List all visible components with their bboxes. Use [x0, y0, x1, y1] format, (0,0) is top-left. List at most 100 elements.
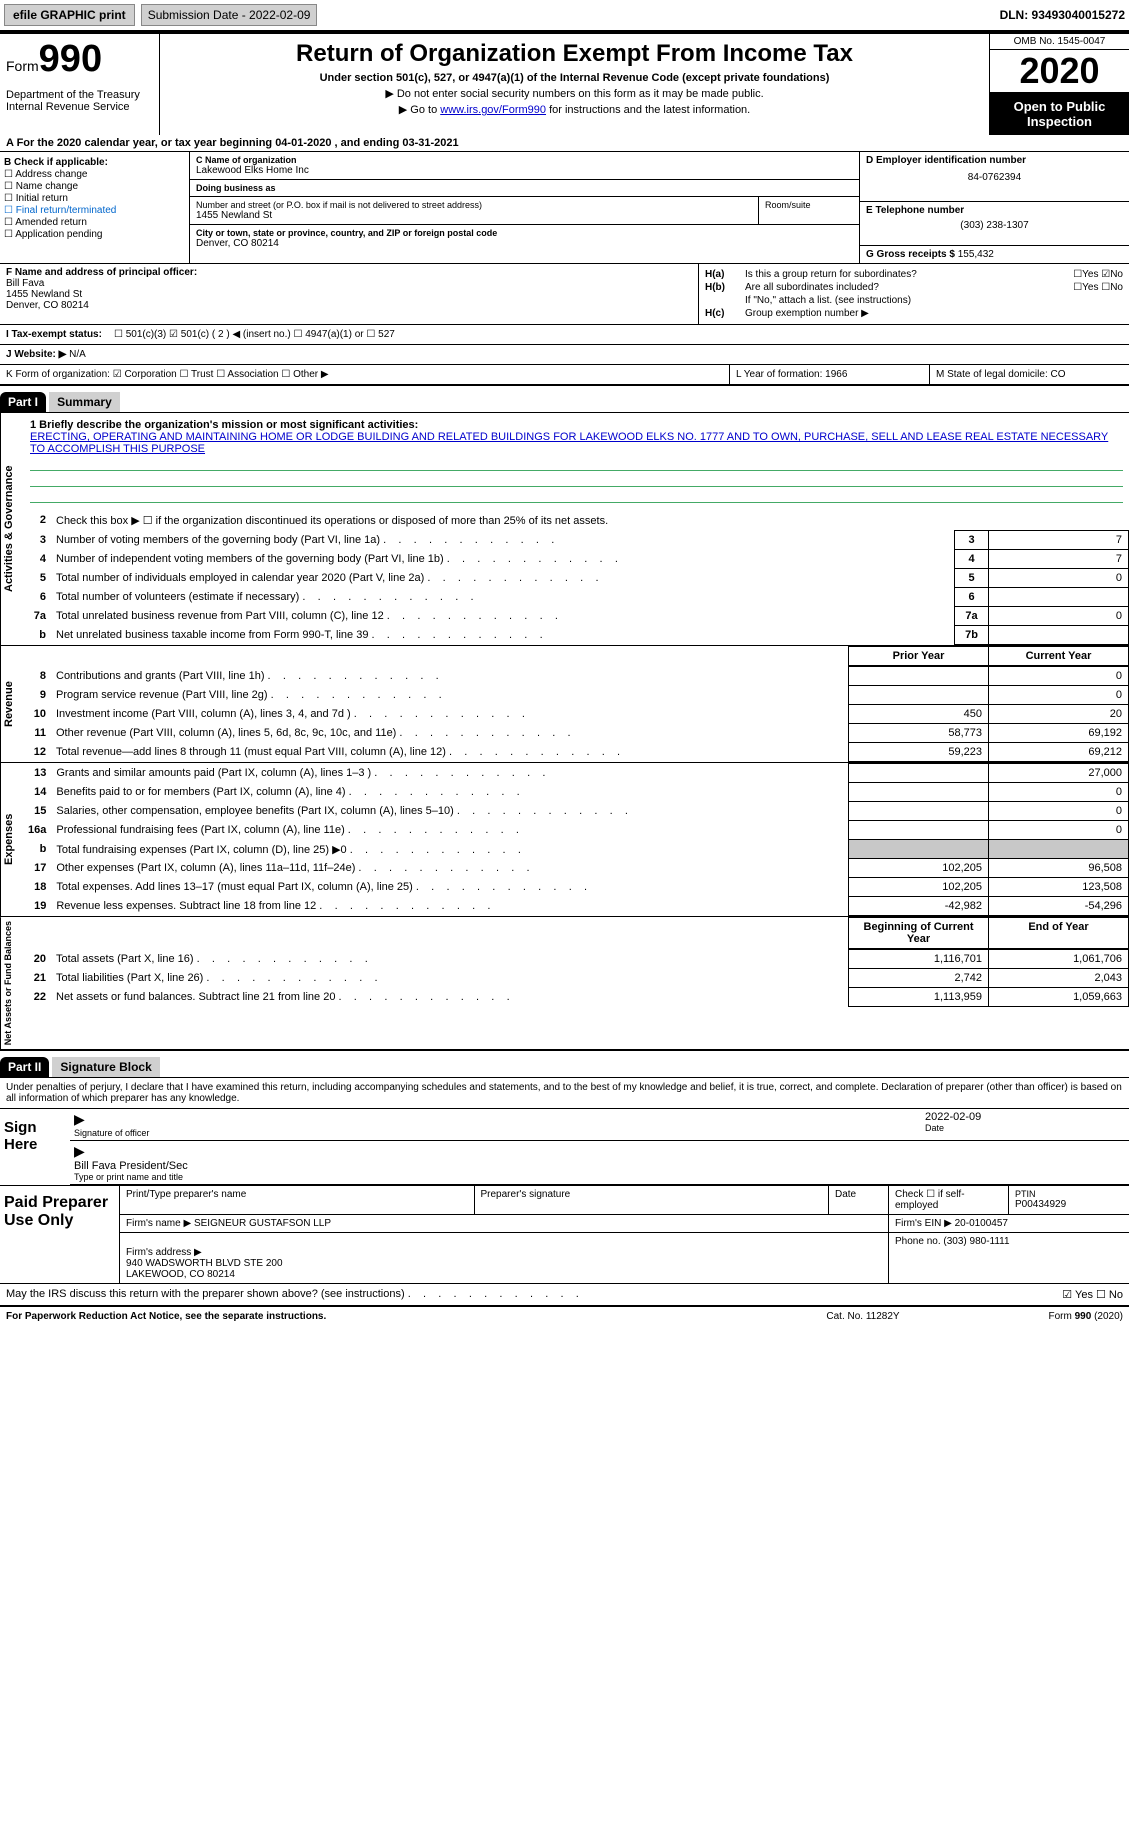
part2-header: Part II [0, 1057, 49, 1077]
line11-desc: Other revenue (Part VIII, column (A), li… [52, 724, 849, 743]
preparer-name-label: Print/Type preparer's name [120, 1186, 475, 1214]
line9-desc: Program service revenue (Part VIII, line… [52, 686, 849, 705]
part1-header: Part I [0, 392, 46, 412]
efile-print-button[interactable]: efile GRAPHIC print [4, 4, 135, 26]
lineb-box: 7b [955, 626, 989, 645]
line16a-current: 0 [989, 821, 1129, 840]
line17-prior: 102,205 [849, 859, 989, 878]
lineb-value [989, 626, 1129, 645]
city-label: City or town, state or province, country… [196, 228, 853, 238]
line12-desc: Total revenue—add lines 8 through 11 (mu… [52, 743, 849, 762]
line20-prior: 1,116,701 [849, 950, 989, 969]
chk-pending[interactable]: Application pending [4, 229, 185, 240]
line16a-desc: Professional fundraising fees (Part IX, … [52, 821, 848, 840]
line14-desc: Benefits paid to or for members (Part IX… [52, 783, 848, 802]
line3-value: 7 [989, 531, 1129, 550]
tax-exempt-options[interactable]: ☐ 501(c)(3) ☑ 501(c) ( 2 ) ◀ (insert no.… [114, 329, 395, 340]
chk-name-change[interactable]: Name change [4, 181, 185, 192]
line14-current: 0 [989, 783, 1129, 802]
lineb-desc: Net unrelated business taxable income fr… [52, 626, 955, 645]
line13-desc: Grants and similar amounts paid (Part IX… [52, 764, 848, 783]
pra-notice: For Paperwork Reduction Act Notice, see … [6, 1311, 763, 1322]
form-subtitle: Under section 501(c), 527, or 4947(a)(1)… [166, 72, 983, 84]
part1-title: Summary [49, 392, 120, 412]
chk-initial-return[interactable]: Initial return [4, 193, 185, 204]
ha-text: Is this a group return for subordinates? [745, 269, 1073, 280]
form-title: Return of Organization Exempt From Incom… [166, 40, 983, 68]
street-address: 1455 Newland St [196, 210, 752, 221]
line5-value: 0 [989, 569, 1129, 588]
ptin: P00434929 [1015, 1199, 1123, 1210]
hb-note: If "No," attach a list. (see instruction… [705, 295, 1123, 306]
discuss-yesno[interactable]: ☑ Yes ☐ No [1062, 1288, 1123, 1301]
hb-yesno[interactable]: ☐Yes ☐No [1073, 282, 1123, 293]
firm-addr: 940 WADSWORTH BLVD STE 200 LAKEWOOD, CO … [126, 1258, 283, 1280]
chk-address-change[interactable]: Address change [4, 169, 185, 180]
discuss-question: May the IRS discuss this return with the… [6, 1288, 1062, 1301]
gross-receipts: 155,432 [958, 249, 994, 260]
line15-prior [849, 802, 989, 821]
line8-current: 0 [989, 667, 1129, 686]
submission-date: Submission Date - 2022-02-09 [141, 4, 318, 26]
line20-current: 1,061,706 [989, 950, 1129, 969]
side-governance: Activities & Governance [0, 413, 24, 645]
state-domicile: M State of legal domicile: CO [929, 365, 1129, 384]
firm-addr-label: Firm's address ▶ [126, 1247, 202, 1258]
preparer-sig-label: Preparer's signature [475, 1186, 830, 1214]
sig-officer-label: Signature of officer [74, 1128, 925, 1138]
org-name-label: C Name of organization [196, 155, 853, 165]
line19-prior: -42,982 [849, 897, 989, 916]
line4-desc: Number of independent voting members of … [52, 550, 955, 569]
form-footer: Form 990 (2020) [963, 1311, 1123, 1322]
line6-box: 6 [955, 588, 989, 607]
line15-desc: Salaries, other compensation, employee b… [52, 802, 848, 821]
line5-box: 5 [955, 569, 989, 588]
firm-phone: (303) 980-1111 [943, 1236, 1009, 1247]
chk-amended[interactable]: Amended return [4, 217, 185, 228]
side-netassets: Net Assets or Fund Balances [0, 917, 24, 1049]
officer-name-title: Bill Fava President/Sec [74, 1160, 1125, 1172]
line8-desc: Contributions and grants (Part VIII, lin… [52, 667, 849, 686]
lineb-desc: Total fundraising expenses (Part IX, col… [52, 840, 848, 859]
form-note1: ▶ Do not enter social security numbers o… [166, 87, 983, 100]
ptin-label: PTIN [1015, 1189, 1123, 1199]
line4-box: 4 [955, 550, 989, 569]
line12-current: 69,212 [989, 743, 1129, 762]
dba-label: Doing business as [196, 183, 853, 193]
line11-current: 69,192 [989, 724, 1129, 743]
end-year-header: End of Year [989, 918, 1129, 949]
line22-current: 1,059,663 [989, 988, 1129, 1007]
begin-year-header: Beginning of Current Year [849, 918, 989, 949]
hc-text: Group exemption number ▶ [745, 308, 1123, 319]
sig-date-label: Date [925, 1123, 1125, 1133]
part2-title: Signature Block [52, 1057, 159, 1077]
open-inspection: Open to Public Inspection [990, 93, 1129, 135]
line13-prior [849, 764, 989, 783]
officer-label: F Name and address of principal officer: [6, 267, 692, 278]
self-employed-check[interactable]: Check ☐ if self-employed [889, 1186, 1009, 1214]
form-of-org[interactable]: K Form of organization: ☑ Corporation ☐ … [0, 365, 729, 384]
tax-exempt-label: I Tax-exempt status: [6, 329, 102, 340]
side-revenue: Revenue [0, 646, 24, 762]
line21-prior: 2,742 [849, 969, 989, 988]
officer-addr1: 1455 Newland St [6, 289, 692, 300]
line19-current: -54,296 [989, 897, 1129, 916]
phone-label: E Telephone number [866, 205, 1123, 216]
omb-number: OMB No. 1545-0047 [990, 34, 1129, 50]
line3-desc: Number of voting members of the governin… [52, 531, 955, 550]
ha-yesno[interactable]: ☐Yes ☑No [1073, 269, 1123, 280]
room-label: Room/suite [765, 200, 853, 210]
current-year-header: Current Year [989, 647, 1129, 666]
chk-final-return[interactable]: Final return/terminated [4, 205, 185, 216]
form990-link[interactable]: www.irs.gov/Form990 [440, 104, 546, 116]
line10-desc: Investment income (Part VIII, column (A)… [52, 705, 849, 724]
line10-prior: 450 [849, 705, 989, 724]
firm-ein: 20-0100457 [955, 1218, 1008, 1229]
side-expenses: Expenses [0, 763, 24, 916]
line8-prior [849, 667, 989, 686]
line9-current: 0 [989, 686, 1129, 705]
line7a-box: 7a [955, 607, 989, 626]
officer-name: Bill Fava [6, 278, 692, 289]
cat-no: Cat. No. 11282Y [763, 1311, 963, 1322]
dln: DLN: 93493040015272 [1000, 8, 1125, 22]
